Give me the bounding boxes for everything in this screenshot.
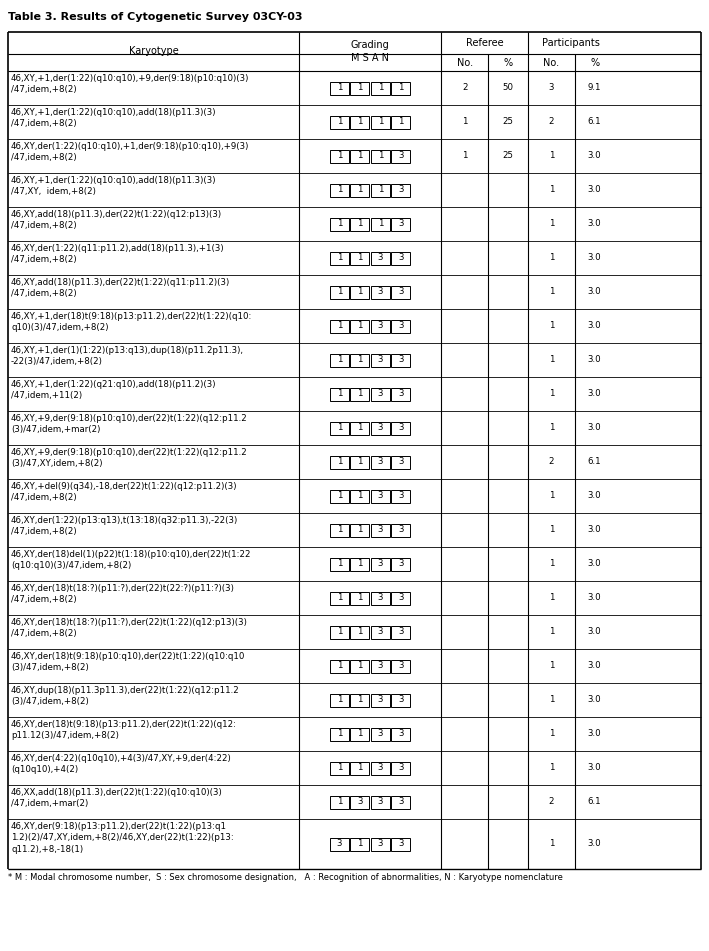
Bar xyxy=(350,523,369,536)
Bar xyxy=(330,490,349,502)
Text: 46,XY,+1,der(18)t(9:18)(p13:p11.2),der(22)t(1:22)(q10:
q10)(3)/47,idem,+8(2): 46,XY,+1,der(18)t(9:18)(p13:p11.2),der(2… xyxy=(11,312,252,333)
Bar xyxy=(391,693,411,707)
Text: %: % xyxy=(590,57,599,68)
Bar xyxy=(350,115,369,128)
Text: 3: 3 xyxy=(378,764,383,772)
Text: 3.0: 3.0 xyxy=(588,492,601,500)
Bar xyxy=(371,693,390,707)
Bar xyxy=(330,320,349,333)
Text: 1: 1 xyxy=(337,457,342,467)
Text: 1: 1 xyxy=(357,423,362,433)
Text: 1: 1 xyxy=(337,593,342,603)
Text: 3.0: 3.0 xyxy=(588,390,601,398)
Text: 46,XY,add(18)(p11.3),der(22)t(1:22)(q11:p11.2)(3)
/47,idem,+8(2): 46,XY,add(18)(p11.3),der(22)t(1:22)(q11:… xyxy=(11,278,230,299)
Bar xyxy=(371,456,390,469)
Text: 1: 1 xyxy=(337,185,342,195)
Bar xyxy=(350,251,369,264)
Text: 46,XY,add(18)(p11.3),der(22)t(1:22)(q12:p13)(3)
/47,idem,+8(2): 46,XY,add(18)(p11.3),der(22)t(1:22)(q12:… xyxy=(11,210,222,230)
Bar xyxy=(330,82,349,94)
Bar xyxy=(371,523,390,536)
Text: 1: 1 xyxy=(549,321,554,331)
Text: 3: 3 xyxy=(398,185,403,195)
Bar xyxy=(330,354,349,366)
Text: 1: 1 xyxy=(357,662,362,670)
Bar xyxy=(391,456,411,469)
Text: 3.0: 3.0 xyxy=(588,151,601,161)
Text: 1: 1 xyxy=(549,185,554,195)
Text: 3: 3 xyxy=(398,662,403,670)
Text: 1: 1 xyxy=(337,423,342,433)
Text: 1: 1 xyxy=(337,118,342,126)
Text: 1: 1 xyxy=(549,151,554,161)
Text: 1: 1 xyxy=(337,151,342,161)
Text: 46,XY,+9,der(9:18)(p10:q10),der(22)t(1:22)(q12:p11.2
(3)/47,XY,idem,+8(2): 46,XY,+9,der(9:18)(p10:q10),der(22)t(1:2… xyxy=(11,448,247,469)
Text: 1: 1 xyxy=(549,559,554,569)
Text: 3: 3 xyxy=(398,423,403,433)
Text: 1: 1 xyxy=(357,254,362,262)
Text: 25: 25 xyxy=(503,151,513,161)
Text: 46,XY,+1,der(1:22)(q10:q10),+9,der(9:18)(p10:q10)(3)
/47,idem,+8(2): 46,XY,+1,der(1:22)(q10:q10),+9,der(9:18)… xyxy=(11,74,250,94)
Text: 1: 1 xyxy=(337,84,342,92)
Text: 1: 1 xyxy=(357,526,362,534)
Text: 1: 1 xyxy=(462,118,467,126)
Text: 3: 3 xyxy=(398,559,403,569)
Text: 1: 1 xyxy=(337,559,342,569)
Text: * M : Modal chromosome number,  S : Sex chromosome designation,   A : Recognitio: * M : Modal chromosome number, S : Sex c… xyxy=(8,873,563,882)
Text: 3: 3 xyxy=(378,287,383,297)
Bar xyxy=(391,218,411,230)
Text: 1: 1 xyxy=(337,321,342,331)
Text: 46,XX,add(18)(p11.3),der(22)t(1:22)(q10:q10)(3)
/47,idem,+mar(2): 46,XX,add(18)(p11.3),der(22)t(1:22)(q10:… xyxy=(11,788,223,808)
Text: 3.0: 3.0 xyxy=(588,628,601,636)
Text: 1: 1 xyxy=(357,220,362,228)
Text: 1: 1 xyxy=(549,390,554,398)
Bar xyxy=(371,149,390,163)
Text: 1: 1 xyxy=(357,492,362,500)
Text: 46,XY,der(18)t(9:18)(p10:q10),der(22)t(1:22)(q10:q10
(3)/47,idem,+8(2): 46,XY,der(18)t(9:18)(p10:q10),der(22)t(1… xyxy=(11,652,245,672)
Bar xyxy=(350,354,369,366)
Text: 1: 1 xyxy=(549,628,554,636)
Text: 46,XY,der(18)del(1)(p22)t(1:18)(p10:q10),der(22)t(1:22
(q10:q10)(3)/47,idem,+8(2: 46,XY,der(18)del(1)(p22)t(1:18)(p10:q10)… xyxy=(11,550,252,571)
Text: 3.0: 3.0 xyxy=(588,321,601,331)
Bar xyxy=(350,728,369,741)
Text: 1: 1 xyxy=(549,593,554,603)
Bar xyxy=(350,557,369,571)
Text: 6.1: 6.1 xyxy=(588,798,601,806)
Text: 1: 1 xyxy=(337,729,342,739)
Bar xyxy=(391,285,411,299)
Text: 46,XY,+1,der(1:22)(q21:q10),add(18)(p11.2)(3)
/47,idem,+11(2): 46,XY,+1,der(1:22)(q21:q10),add(18)(p11.… xyxy=(11,380,216,400)
Text: 3: 3 xyxy=(398,151,403,161)
Bar xyxy=(391,762,411,774)
Text: 1: 1 xyxy=(337,220,342,228)
Text: 3: 3 xyxy=(378,423,383,433)
Bar xyxy=(330,592,349,605)
Text: 1: 1 xyxy=(549,220,554,228)
Bar xyxy=(391,523,411,536)
Text: 3: 3 xyxy=(398,593,403,603)
Text: 1: 1 xyxy=(357,840,362,848)
Bar xyxy=(371,387,390,400)
Text: 1: 1 xyxy=(462,151,467,161)
Text: 3: 3 xyxy=(378,662,383,670)
Bar xyxy=(391,838,411,850)
Text: 3: 3 xyxy=(398,356,403,364)
Text: 46,XY,der(1:22)(p13:q13),t(13:18)(q32:p11.3),-22(3)
/47,idem,+8(2): 46,XY,der(1:22)(p13:q13),t(13:18)(q32:p1… xyxy=(11,516,238,536)
Bar xyxy=(350,626,369,638)
Text: 3: 3 xyxy=(398,220,403,228)
Bar xyxy=(330,184,349,197)
Text: 46,XY,der(1:22)(q11:p11.2),add(18)(p11.3),+1(3)
/47,idem,+8(2): 46,XY,der(1:22)(q11:p11.2),add(18)(p11.3… xyxy=(11,244,225,264)
Text: 3: 3 xyxy=(549,84,554,92)
Text: 3: 3 xyxy=(398,254,403,262)
Text: 3: 3 xyxy=(398,287,403,297)
Text: 3.0: 3.0 xyxy=(588,764,601,772)
Bar xyxy=(391,795,411,808)
Bar xyxy=(350,285,369,299)
Text: 9.1: 9.1 xyxy=(588,84,601,92)
Text: 46,XY,+del(9)(q34),-18,der(22)t(1:22)(q12:p11.2)(3)
/47,idem,+8(2): 46,XY,+del(9)(q34),-18,der(22)t(1:22)(q1… xyxy=(11,482,238,502)
Text: 1: 1 xyxy=(549,764,554,772)
Text: 1: 1 xyxy=(357,151,362,161)
Text: 1: 1 xyxy=(549,287,554,297)
Text: Karyotype: Karyotype xyxy=(128,47,179,56)
Text: 46,XY,der(18)t(18:?)(p11:?),der(22)t(22:?)(p11:?)(3)
/47,idem,+8(2): 46,XY,der(18)t(18:?)(p11:?),der(22)t(22:… xyxy=(11,584,235,605)
Text: 1: 1 xyxy=(549,840,554,848)
Text: Grading
M S A N: Grading M S A N xyxy=(351,40,389,63)
